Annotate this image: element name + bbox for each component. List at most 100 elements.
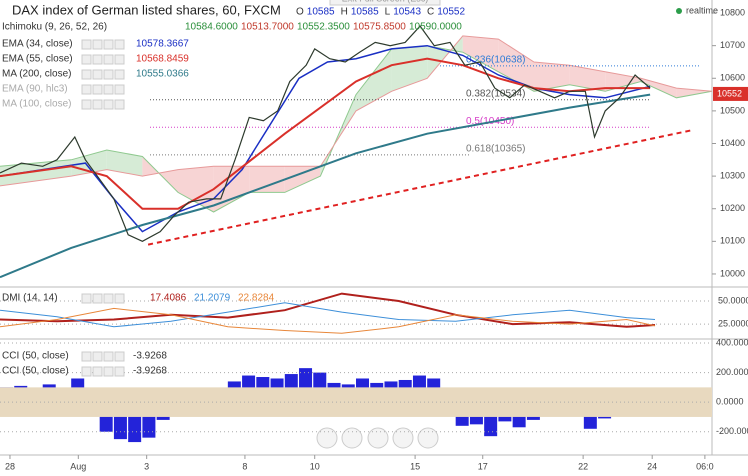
x-tick-label: 28 (5, 461, 15, 471)
x-tick-label: 06:0 (696, 461, 714, 471)
legend-button[interactable] (103, 39, 114, 50)
cloud (605, 71, 641, 92)
legend-button[interactable] (81, 293, 92, 304)
legend-button[interactable] (81, 99, 92, 110)
fib-label: 0.618(10365) (466, 144, 526, 155)
legend-button[interactable] (103, 293, 114, 304)
legend-button[interactable] (81, 366, 92, 377)
x-tick-label: 10 (310, 461, 320, 471)
legend-button[interactable] (103, 54, 114, 65)
cloud (284, 166, 321, 193)
legend-button[interactable] (92, 39, 103, 50)
y-tick-label: 50.0000 (718, 295, 748, 305)
last-price-tag (713, 86, 748, 101)
legend-value: 22.8284 (238, 293, 275, 304)
x-tick-label: 15 (410, 461, 420, 471)
zoom-out-button[interactable] (341, 427, 363, 449)
x-tick-label: 17 (478, 461, 488, 471)
price-line (0, 25, 651, 242)
x-tick-label: 8 (242, 461, 247, 471)
legend-button[interactable] (114, 366, 125, 377)
ohlc-key: O (296, 7, 304, 18)
last-price-label: 10552 (717, 88, 742, 98)
legend-value: 10584.6000 (185, 22, 238, 33)
y-tick-label: 400.0000 (716, 337, 748, 347)
ohlc-value: 10585 (351, 7, 379, 18)
tooltip: Exit Full Screen (Esc) (342, 0, 429, 3)
legend-value: 10555.0366 (136, 69, 189, 80)
scroll-left-button[interactable] (316, 427, 338, 449)
y-tick-label: 0.0000 (716, 397, 744, 407)
legend-name: EMA (34, close) (2, 39, 73, 50)
legend-button[interactable] (103, 99, 114, 110)
scroll-right-button[interactable] (417, 427, 439, 449)
legend-button[interactable] (114, 351, 125, 362)
legend-value: -3.9268 (133, 366, 167, 377)
legend-button[interactable] (103, 84, 114, 95)
legend-value: 17.4086 (150, 293, 187, 304)
x-tick-label: 24 (647, 461, 657, 471)
legend-button[interactable] (81, 39, 92, 50)
fib-label: 0.236(10638) (466, 55, 526, 66)
span-a-line (0, 45, 713, 213)
legend-value: 10568.8459 (136, 54, 189, 65)
cloud (106, 150, 143, 177)
legend-button[interactable] (92, 69, 103, 80)
legend-value: 10575.8500 (353, 22, 406, 33)
legend-button[interactable] (114, 54, 125, 65)
chart-title: DAX index of German listed shares, 60, F… (12, 2, 281, 17)
y-tick-label: -200.0000 (716, 426, 748, 436)
trendline (147, 129, 691, 246)
ohlc-key: L (385, 7, 391, 18)
legend-button[interactable] (92, 366, 103, 377)
legend-button[interactable] (92, 99, 103, 110)
legend-value: 10552.3500 (297, 22, 350, 33)
legend-button[interactable] (103, 366, 114, 377)
legend-name: CCI (50, close) (2, 351, 69, 362)
cloud (640, 78, 677, 98)
cloud (178, 166, 214, 212)
zoom-in-button[interactable] (392, 427, 414, 449)
legend-name-hidden: MA (100, close) (2, 99, 71, 110)
legend-name: Ichimoku (9, 26, 52, 26) (2, 22, 107, 33)
ohlc-value: 10543 (393, 7, 421, 18)
y-tick-label: 200.0000 (716, 367, 748, 377)
legend-button[interactable] (103, 351, 114, 362)
legend-button[interactable] (81, 351, 92, 362)
cloud (569, 65, 606, 92)
x-tick-label: Aug (70, 461, 86, 471)
cloud (0, 159, 72, 186)
dmi-line (0, 307, 656, 334)
legend-button[interactable] (92, 84, 103, 95)
fib-label: 0.382(10534) (466, 88, 526, 99)
legend-button[interactable] (92, 293, 103, 304)
dmi-line (0, 292, 656, 328)
ma-line (0, 57, 651, 210)
legend-button[interactable] (81, 54, 92, 65)
legend-button[interactable] (114, 84, 125, 95)
legend-button[interactable] (81, 84, 92, 95)
legend-button[interactable] (81, 69, 92, 80)
cloud (498, 39, 534, 92)
ohlc-value: 10552 (437, 7, 465, 18)
realtime-dot (676, 8, 682, 14)
legend-button[interactable] (92, 351, 103, 362)
zoom-controls (316, 427, 439, 449)
reset-button[interactable] (367, 427, 389, 449)
legend-button[interactable] (103, 69, 114, 80)
legend-button[interactable] (114, 69, 125, 80)
cloud (249, 166, 285, 193)
y-tick-label: 10000 (720, 268, 745, 278)
legend-button[interactable] (114, 293, 125, 304)
span-b-line (0, 35, 713, 187)
cloud (391, 45, 428, 92)
legend-name: DMI (14, 14) (2, 293, 58, 304)
legend-button[interactable] (114, 99, 125, 110)
x-tick-label: 3 (144, 461, 149, 471)
legend-button[interactable] (114, 39, 125, 50)
legend-value: 21.2079 (194, 293, 231, 304)
cloud (534, 61, 570, 92)
y-tick-label: 10800 (720, 7, 745, 17)
legend-button[interactable] (92, 54, 103, 65)
